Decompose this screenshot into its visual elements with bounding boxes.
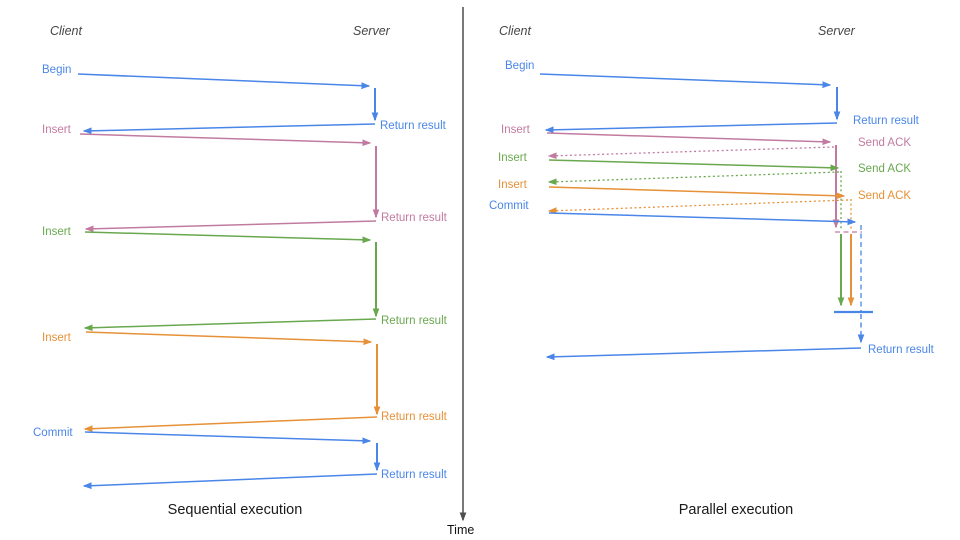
lifeline-header-server-sequential: Server (353, 24, 390, 38)
parallel-message-arrow (547, 146, 835, 160)
parallel-label-send-ack: Send ACK (858, 163, 912, 175)
sequential-label-return-result: Return result (381, 212, 447, 224)
sequential-message-arrow (79, 133, 372, 147)
parallel-message-arrow (545, 347, 862, 361)
sequential-message-arrow (84, 431, 372, 445)
parallel-label-send-ack: Send ACK (858, 190, 912, 202)
parallel-message-arrow (548, 212, 857, 226)
parallel-label-send-ack: Send ACK (858, 137, 912, 149)
sequential-label-insert: Insert (42, 332, 71, 344)
caption-sequential-execution: Sequential execution (167, 502, 303, 518)
sequential-label-commit: Commit (33, 427, 73, 439)
parallel-label-return-result: Return result (853, 115, 919, 127)
lifeline-header-client-sequential: Client (50, 24, 82, 38)
parallel-label-begin: Begin (505, 60, 535, 72)
sequential-label-insert: Insert (42, 124, 71, 136)
sequential-label-return-result: Return result (381, 411, 447, 423)
parallel-message-arrow (546, 132, 832, 146)
sequential-label-return-result: Return result (380, 120, 446, 132)
lifeline-header-server-parallel: Server (818, 24, 855, 38)
sequential-message-arrow (77, 73, 371, 90)
parallel-message-arrow (547, 171, 840, 186)
sequential-message-arrow (82, 123, 376, 135)
time-axis-label: Time (447, 523, 475, 537)
sequential-message-arrow (83, 318, 377, 332)
sequential-label-begin: Begin (42, 64, 72, 76)
parallel-label-insert: Insert (498, 179, 527, 191)
parallel-label-commit: Commit (489, 200, 529, 212)
parallel-message-arrow (544, 122, 838, 134)
parallel-label-insert: Insert (498, 152, 527, 164)
parallel-message-arrow (539, 73, 832, 89)
caption-parallel-execution: Parallel execution (678, 502, 794, 518)
sequential-message-arrow (84, 220, 377, 233)
sequential-message-arrow (84, 231, 372, 244)
parallel-message-arrow (548, 186, 846, 200)
sequential-message-arrow (85, 331, 373, 346)
parallel-message-arrow (547, 199, 849, 215)
parallel-message-arrow (548, 159, 840, 172)
sequential-label-return-result: Return result (381, 469, 447, 481)
sequential-label-insert: Insert (42, 226, 71, 238)
sequential-label-return-result: Return result (381, 315, 447, 327)
parallel-label-return-result: Return result (868, 344, 934, 356)
sequential-message-arrow (83, 416, 378, 433)
lifeline-header-client-parallel: Client (499, 24, 531, 38)
sequential-message-arrow (82, 473, 378, 490)
parallel-label-insert: Insert (501, 124, 530, 136)
